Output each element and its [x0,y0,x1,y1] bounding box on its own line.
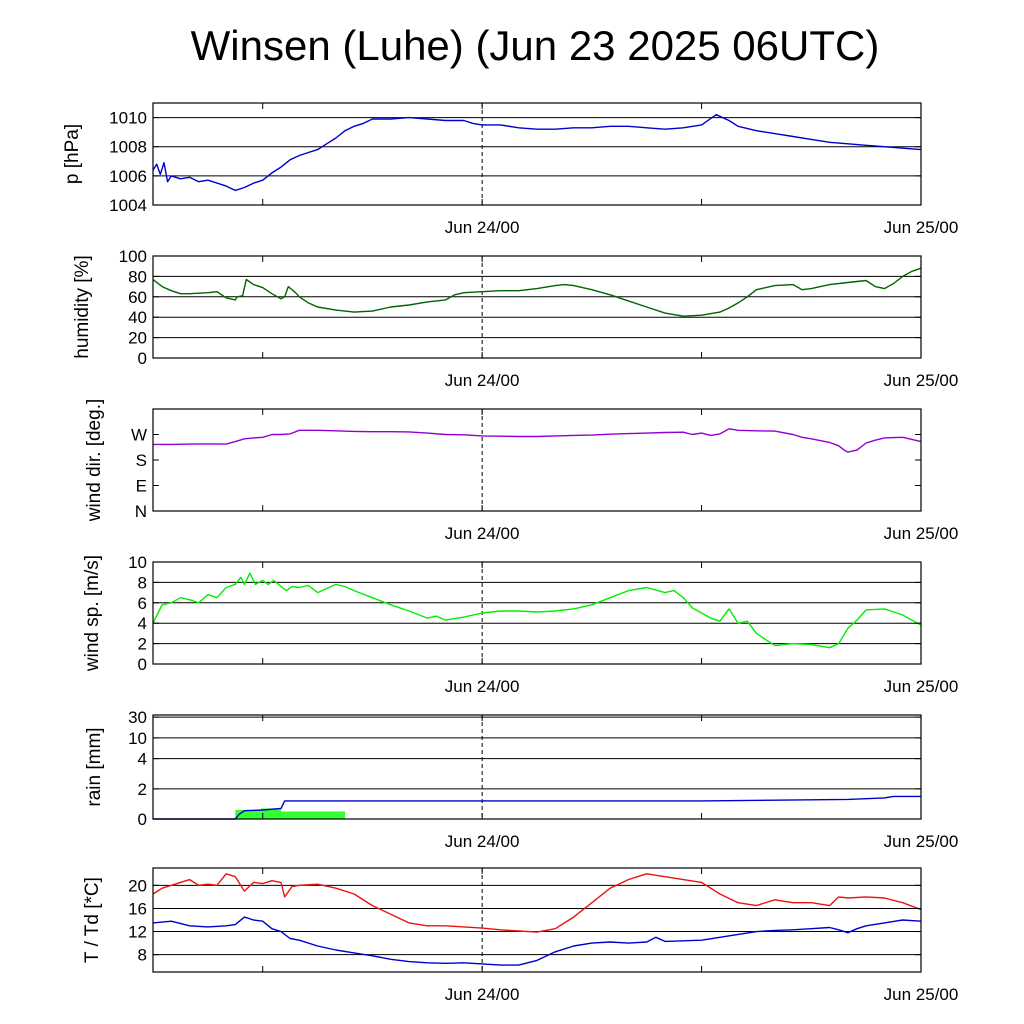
series-line-temperature [152,873,922,933]
rain-bar [235,809,261,819]
x-tick-label: Jun 25/00 [884,985,959,1004]
series-line-humidity [152,267,922,317]
y-tick-label: 1010 [109,109,147,128]
y-tick-label: S [136,451,147,470]
y-tick-label: 40 [128,308,147,327]
x-tick-label: Jun 25/00 [884,218,959,237]
y-axis-label: rain [mm] [84,727,105,806]
y-tick-label: 60 [128,288,147,307]
x-tick-label: Jun 25/00 [884,677,959,696]
y-tick-label: 20 [128,876,147,895]
x-tick-label: Jun 25/00 [884,832,959,851]
y-axis-label: humidity [%] [72,255,93,358]
x-tick-label: Jun 25/00 [884,371,959,390]
x-tick-label: Jun 25/00 [884,524,959,543]
plot-frame [152,255,922,359]
y-tick-label: 1004 [109,196,147,215]
y-axis-label: wind sp. [m/s] [82,555,103,672]
x-tick-label: Jun 24/00 [445,832,520,851]
y-tick-label: 30 [128,708,147,727]
x-tick-label: Jun 24/00 [445,218,520,237]
x-tick-label: Jun 24/00 [445,985,520,1004]
chart-title: Winsen (Luhe) (Jun 23 2025 06UTC) [190,22,880,69]
y-tick-label: 10 [128,553,147,572]
y-tick-label: 8 [138,573,147,592]
y-tick-label: 100 [119,247,147,266]
y-tick-label: 12 [128,923,147,942]
plot-frame [152,867,922,973]
series-line-wind_dir [153,428,922,453]
panel-temperature: 8 12 16 20 Jun 24/00 Jun 25/00 T / Td [*C] [82,867,959,1004]
panel-wind_speed: 02 46 810 Jun 24/00 Jun 25/00 wind sp. [m/s] [82,553,958,696]
y-tick-label: 2 [138,780,147,799]
y-tick-label: E [136,477,147,496]
y-tick-label: 1008 [109,138,147,157]
plot-frame [152,561,922,665]
y-tick-label: N [135,502,147,521]
y-tick-label: 0 [138,655,147,674]
y-tick-label: W [131,426,147,445]
x-tick-label: Jun 24/00 [445,677,520,696]
rain-bar [281,811,345,819]
x-tick-label: Jun 24/00 [445,524,520,543]
series-line-dewpoint [152,916,922,966]
y-tick-label: 0 [138,810,147,829]
y-tick-label: 6 [138,594,147,613]
y-tick-label: 10 [128,729,147,748]
y-axis-label: p [hPa] [62,124,83,184]
y-axis-label: T / Td [*C] [82,877,103,963]
y-tick-label: 20 [128,329,147,348]
plot-frame [152,714,922,820]
y-tick-label: 8 [138,946,147,965]
y-tick-label: 0 [138,349,147,368]
y-axis-label: wind dir. [deg.] [84,399,105,523]
plot-frame [152,102,922,206]
panel-rain: 0 2 4 10 30 Jun 24/00 Jun 25/00 rain [mm] [84,708,958,851]
series-line-pressure [152,114,922,192]
plot-frame [152,408,922,512]
y-tick-label: 80 [128,267,147,286]
panel-pressure: 1004 1006 1008 1010 Jun 24/00 Jun 25/00 p [hPa… [62,102,959,237]
y-tick-label: 1006 [109,167,147,186]
y-tick-label: 16 [128,899,147,918]
series-line-rain_accum [153,795,921,820]
x-tick-label: Jun 24/00 [445,371,520,390]
rain-bar [260,808,281,819]
y-tick-label: 4 [138,750,147,769]
y-tick-label: 4 [138,614,147,633]
series-line-wind_speed [152,572,922,649]
y-tick-label: 2 [138,635,147,654]
